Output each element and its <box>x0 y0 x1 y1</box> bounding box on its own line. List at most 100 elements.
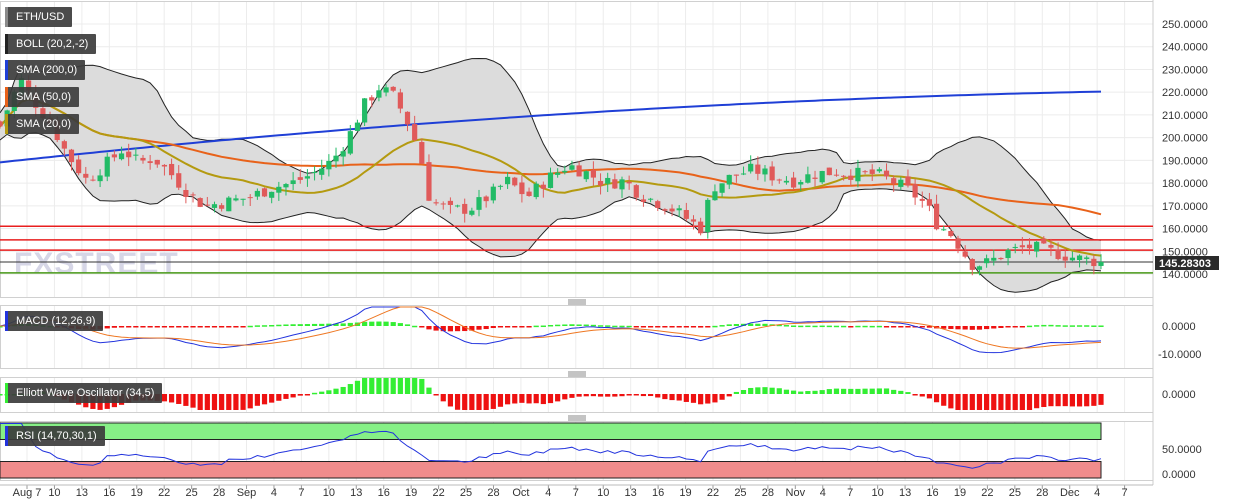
macd-histogram-bar <box>555 324 561 327</box>
candle-body <box>304 176 311 179</box>
ewo-bar <box>619 394 625 397</box>
macd-histogram-bar <box>905 326 911 328</box>
macd-histogram-bar <box>447 326 454 332</box>
candle-body <box>126 151 132 158</box>
macd-histogram-bar <box>0 326 3 328</box>
pane-resize-handles[interactable] <box>568 299 586 421</box>
ewo-bar <box>733 391 739 394</box>
macd-histogram-bar <box>1041 324 1047 327</box>
candle-body <box>519 182 525 195</box>
candle-body <box>454 205 461 207</box>
ewo-bar <box>941 394 947 406</box>
macd-histogram-bar <box>1084 325 1090 327</box>
macd-histogram-bar <box>662 326 668 328</box>
candle-body <box>447 200 454 205</box>
macd-histogram-bar <box>104 326 110 329</box>
candle-body <box>426 162 432 201</box>
candle-body <box>1076 255 1083 261</box>
macd-histogram-bar <box>512 326 518 328</box>
ewo-bar <box>1076 394 1083 407</box>
ewo-bar <box>161 394 168 402</box>
macd-histogram-bar <box>669 326 675 328</box>
candle-body <box>1041 238 1047 244</box>
ewo-bar <box>690 394 697 403</box>
candle-body <box>383 87 389 93</box>
date-tick-label: 16 <box>652 487 664 499</box>
macd-histogram-bar <box>712 325 718 328</box>
ewo-bar <box>898 390 904 394</box>
candle-body <box>619 179 625 190</box>
candle-body <box>669 208 675 212</box>
ewo-bar <box>297 394 303 396</box>
macd-histogram-bar <box>991 326 997 329</box>
ewo-bar <box>362 378 368 394</box>
candle-body <box>1026 244 1033 249</box>
ewo-bar <box>1069 394 1076 407</box>
ewo-bar <box>755 387 761 394</box>
candle-body <box>1005 249 1011 259</box>
ewo-bar <box>497 394 504 407</box>
date-tick-label: 28 <box>487 487 499 499</box>
price-tick-label: 250.0000 <box>1162 19 1208 31</box>
ewo-bar <box>962 394 968 410</box>
candle-body <box>583 171 589 180</box>
price-tick-label: 230.0000 <box>1162 64 1208 76</box>
candle-body <box>397 92 403 109</box>
macd-histogram-bar <box>261 325 268 327</box>
ewo-bar <box>454 394 461 410</box>
candle-body <box>18 78 25 95</box>
candle-body <box>490 186 496 201</box>
ewo-bar <box>426 387 432 394</box>
date-tick-label: 25 <box>186 487 198 499</box>
candle-body <box>412 124 418 141</box>
ewo-bar <box>433 394 439 396</box>
ewo-bar <box>719 394 725 400</box>
macd-histogram-bar <box>133 326 139 328</box>
macd-histogram-bar <box>376 321 382 326</box>
ewo-bar <box>841 388 847 394</box>
candle-body <box>68 149 75 163</box>
macd-histogram-bar <box>269 325 275 327</box>
macd-histogram-bar <box>876 325 882 328</box>
candle-body <box>790 177 797 188</box>
candle-body <box>97 175 103 182</box>
macd-histogram-bar <box>726 324 732 326</box>
macd-histogram-bar <box>126 326 132 328</box>
macd-histogram-bar <box>426 326 432 330</box>
ewo-bar <box>669 394 675 401</box>
ewo-bar <box>176 394 182 404</box>
candle-body <box>905 176 911 186</box>
ewo-bar <box>805 391 811 394</box>
macd-histogram-bar <box>783 325 790 327</box>
ewo-bar <box>726 394 732 397</box>
candle-body <box>719 183 725 193</box>
ewo-bar <box>376 378 382 394</box>
date-tick-label: 28 <box>1036 487 1048 499</box>
ewo-bar <box>740 389 747 394</box>
ewo-bar <box>1098 394 1104 405</box>
ewo-bar <box>783 389 790 394</box>
ewo-bar <box>712 394 718 403</box>
ewo-bar <box>776 388 782 394</box>
macd-histogram-bar <box>640 326 647 328</box>
macd-histogram-bar <box>583 324 589 327</box>
candle-body <box>111 154 117 158</box>
candle-body <box>633 185 639 198</box>
macd-histogram-bar <box>219 326 225 328</box>
candle-body <box>25 80 32 91</box>
macd-histogram-bar <box>204 326 210 328</box>
price-tick-label: 200.0000 <box>1162 133 1208 145</box>
ewo-bar <box>383 378 389 394</box>
candle-body <box>311 171 318 173</box>
ewo-bar <box>583 394 589 397</box>
ewo-bar <box>984 394 990 410</box>
ewo-bar <box>698 394 704 405</box>
legend-macd-text: MACD (12,26,9) <box>16 315 96 327</box>
ewo-bar <box>819 390 825 394</box>
candle-body <box>390 86 396 91</box>
macd-tick-label: 0.0000 <box>1162 321 1196 333</box>
ewo-bar <box>1019 394 1025 410</box>
date-tick-label: 28 <box>213 487 225 499</box>
candle-body <box>984 258 990 264</box>
macd-histogram-bar <box>1069 325 1076 327</box>
